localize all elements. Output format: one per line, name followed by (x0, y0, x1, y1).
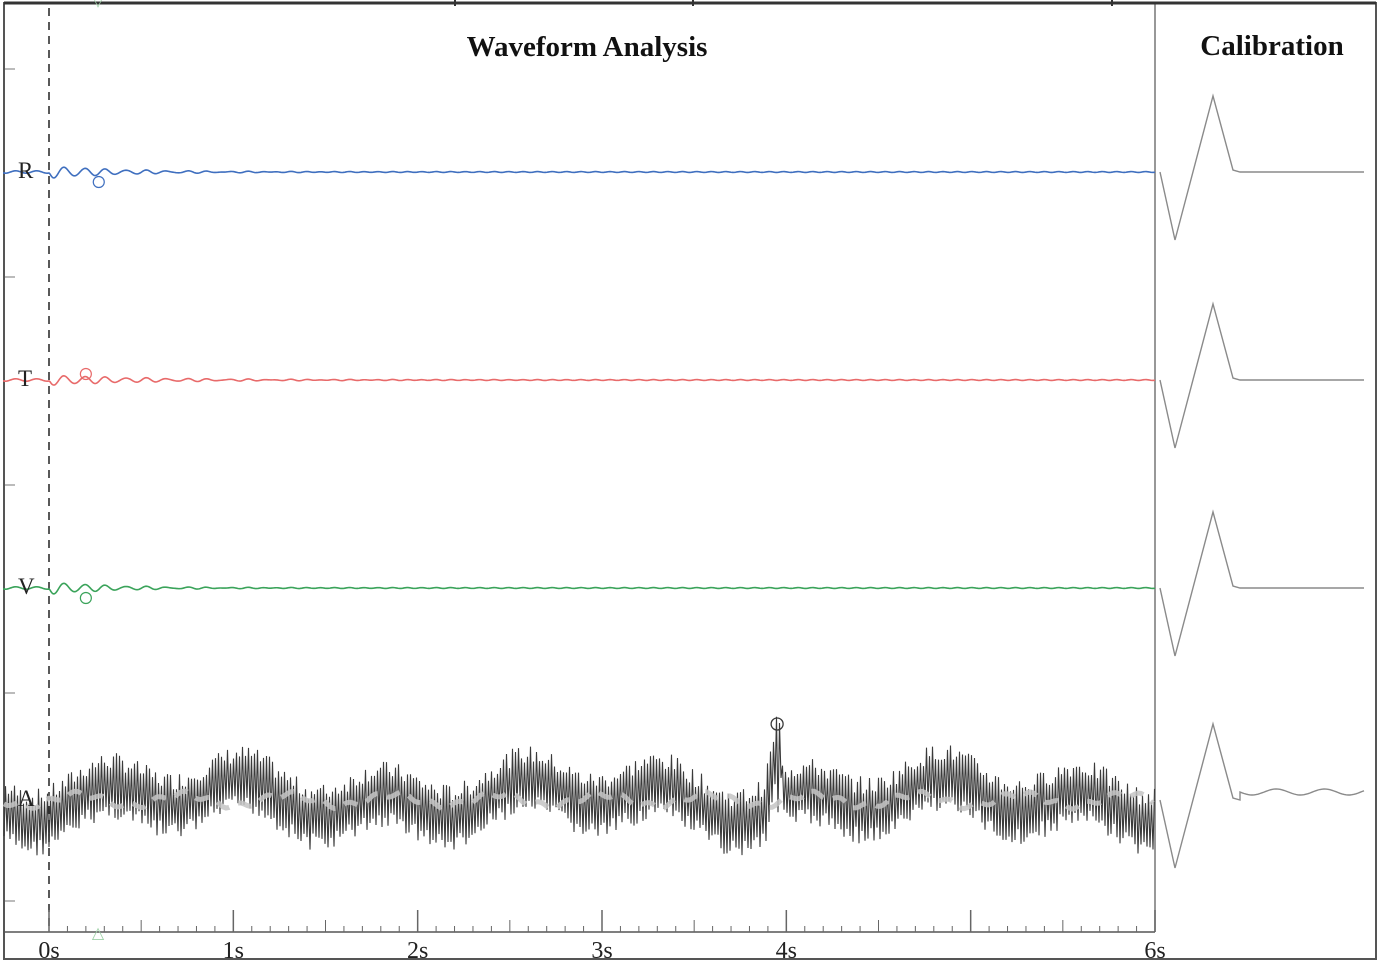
x-tick-label: 3s (591, 938, 612, 962)
calibration-pulse-r (1159, 93, 1364, 241)
channel-label-t: T (18, 366, 32, 391)
trace-group (2, 166, 1156, 856)
x-tick-label: 2s (407, 938, 428, 962)
trace-a-highlight (2, 788, 1155, 812)
x-axis-ticks: 0s 1s 2s 3s 4s 6s (38, 910, 1166, 962)
x-tick-label: 0s (38, 938, 59, 962)
left-edge-ticks (5, 68, 15, 902)
trace-a (3, 716, 1156, 856)
x-tick-label: 1s (223, 938, 244, 962)
peak-marker-a (770, 717, 784, 731)
channel-label-v: V (18, 574, 35, 599)
peak-marker-v (79, 591, 92, 605)
peak-marker-t (79, 367, 92, 381)
trace-v (3, 582, 1156, 595)
channel-label-r: R (18, 158, 34, 183)
channel-label-a: A (18, 786, 35, 811)
calibration-title: Calibration (1200, 30, 1343, 62)
calibration-pulse-a (1159, 721, 1365, 869)
trace-r (3, 166, 1156, 179)
calibration-pulse-t (1159, 301, 1364, 449)
trigger-marker-top: ▽ (93, 0, 104, 10)
calibration-group (1159, 93, 1365, 869)
peak-marker-r (92, 175, 105, 189)
trigger-marker-bottom: △ (92, 925, 105, 942)
x-tick-label: 6s (1144, 938, 1165, 962)
calibration-pulse-v (1159, 509, 1364, 657)
trace-t (3, 375, 1156, 386)
chart-title: Waveform Analysis (467, 31, 708, 63)
x-tick-label: 4s (776, 938, 797, 962)
outer-frame (3, 2, 1377, 960)
